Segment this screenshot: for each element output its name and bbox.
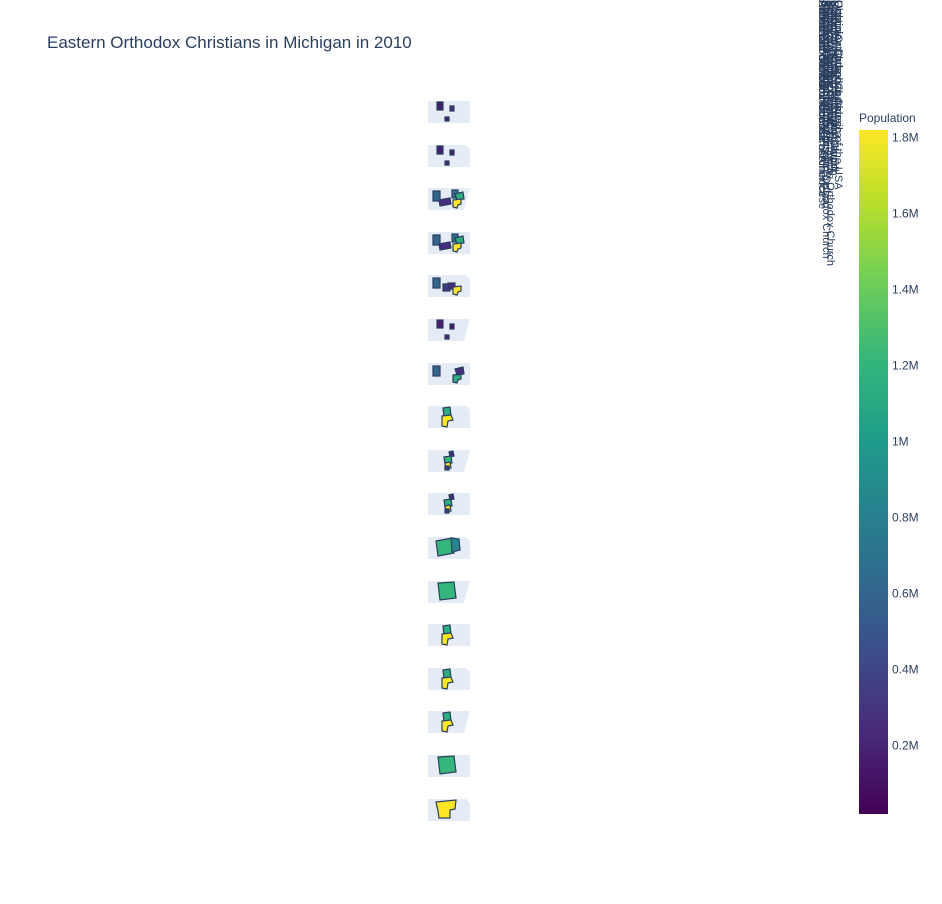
county-shape bbox=[444, 508, 450, 514]
colorbar-title: Population bbox=[859, 111, 916, 125]
county-shape bbox=[436, 319, 444, 329]
legend-entry[interactable]: Romanian Orthodox Archdiocese bbox=[816, 0, 828, 162]
county-shape bbox=[436, 145, 444, 155]
county-shape bbox=[436, 101, 444, 111]
county-shape bbox=[438, 197, 452, 207]
legend-entry[interactable]: Patriarchal Parishes of the Russian Orth… bbox=[820, 0, 832, 259]
county-shape bbox=[454, 191, 465, 201]
legend-entry[interactable]: Albanian Orthodox Diocese bbox=[816, 0, 828, 134]
legend-entry[interactable]: Russian Orthodox Church Outside Russia bbox=[820, 0, 832, 205]
colorbar-tick-label: 1.4M bbox=[892, 283, 919, 297]
map-panel bbox=[428, 319, 470, 341]
map-panel bbox=[428, 755, 470, 777]
county-shape bbox=[444, 334, 450, 340]
county-shape bbox=[432, 365, 441, 377]
map-panel bbox=[428, 624, 470, 646]
legend-entry[interactable]: Orthodox Church in America bbox=[832, 0, 844, 139]
colorbar-tick-label: 1.6M bbox=[892, 207, 919, 221]
map-panel bbox=[428, 711, 470, 733]
map-panel bbox=[428, 101, 470, 123]
legend-entry[interactable]: Armenian Apostolic Church bbox=[820, 0, 832, 133]
map-panel bbox=[428, 363, 470, 385]
map-panel bbox=[428, 799, 470, 821]
county-shape bbox=[444, 465, 450, 471]
legend-entry[interactable]: Ukrainian Orthodox Church of the USA bbox=[832, 0, 844, 190]
county-shape bbox=[452, 198, 462, 209]
legend-entry[interactable]: Malankara Orthodox Syrian Church bbox=[828, 0, 840, 173]
county-shape bbox=[438, 241, 452, 251]
legend-entry[interactable]: Bulgarian Eastern Orthodox Church bbox=[824, 0, 836, 175]
legend-entry[interactable]: Antiochian Orthodox Christian Archdioces… bbox=[816, 0, 828, 210]
county-shape bbox=[441, 632, 454, 646]
county-shape bbox=[449, 105, 455, 112]
county-shape bbox=[452, 242, 462, 253]
county-shape bbox=[444, 116, 450, 122]
county-shape bbox=[452, 285, 462, 296]
colorbar-tick-label: 0.8M bbox=[892, 511, 919, 525]
county-shape bbox=[450, 537, 461, 553]
map-panel bbox=[428, 275, 470, 297]
county-shape bbox=[435, 537, 455, 557]
colorbar-tick-label: 1.2M bbox=[892, 359, 919, 373]
colorbar-tick-label: 0.4M bbox=[892, 663, 919, 677]
colorbar-tick-label: 0.2M bbox=[892, 739, 919, 753]
county-shape bbox=[435, 799, 457, 819]
map-panel bbox=[428, 581, 470, 603]
county-shape bbox=[441, 414, 454, 428]
legend-entry[interactable]: Malankara Archdiocese of the Syrian Orth… bbox=[824, 0, 836, 266]
county-shape bbox=[441, 719, 454, 733]
county-shape bbox=[448, 493, 455, 501]
map-panel bbox=[428, 668, 470, 690]
map-panel bbox=[428, 188, 470, 210]
legend-entry[interactable]: Macedonian Orthodox Church bbox=[820, 0, 832, 147]
legend-entry[interactable]: Coptic Orthodox Church bbox=[832, 0, 844, 118]
colorbar-tick-label: 1M bbox=[892, 435, 909, 449]
legend-entry[interactable]: Greek Orthodox Archdiocese of America bbox=[816, 0, 828, 197]
county-shape bbox=[454, 235, 465, 245]
legend-entry[interactable]: Syriac Orthodox Church of Antioch bbox=[828, 0, 840, 169]
legend-entry[interactable]: Carpatho-Russian Orthodox Church bbox=[828, 0, 840, 176]
colorbar-gradient bbox=[859, 130, 888, 814]
colorbar-tick-label: 1.8M bbox=[892, 131, 919, 145]
map-panel bbox=[428, 537, 470, 559]
county-shape bbox=[437, 581, 457, 601]
county-shape bbox=[441, 676, 454, 690]
county-shape bbox=[454, 366, 465, 376]
map-panel bbox=[428, 406, 470, 428]
county-shape bbox=[449, 149, 455, 156]
county-shape bbox=[444, 160, 450, 166]
legend: Antiochian Orthodox Christian Archdioces… bbox=[812, 0, 846, 904]
county-shape bbox=[449, 323, 455, 330]
map-panel bbox=[428, 232, 470, 254]
chart-title: Eastern Orthodox Christians in Michigan … bbox=[47, 33, 412, 52]
county-shape bbox=[437, 755, 457, 775]
county-shape bbox=[432, 277, 441, 289]
county-shape bbox=[448, 450, 455, 458]
colorbar-tick-label: 0.6M bbox=[892, 587, 919, 601]
map-panel bbox=[428, 493, 470, 515]
map-panel bbox=[428, 450, 470, 472]
map-panel bbox=[428, 145, 470, 167]
legend-entry[interactable]: Serbian Orthodox Church bbox=[824, 0, 836, 125]
